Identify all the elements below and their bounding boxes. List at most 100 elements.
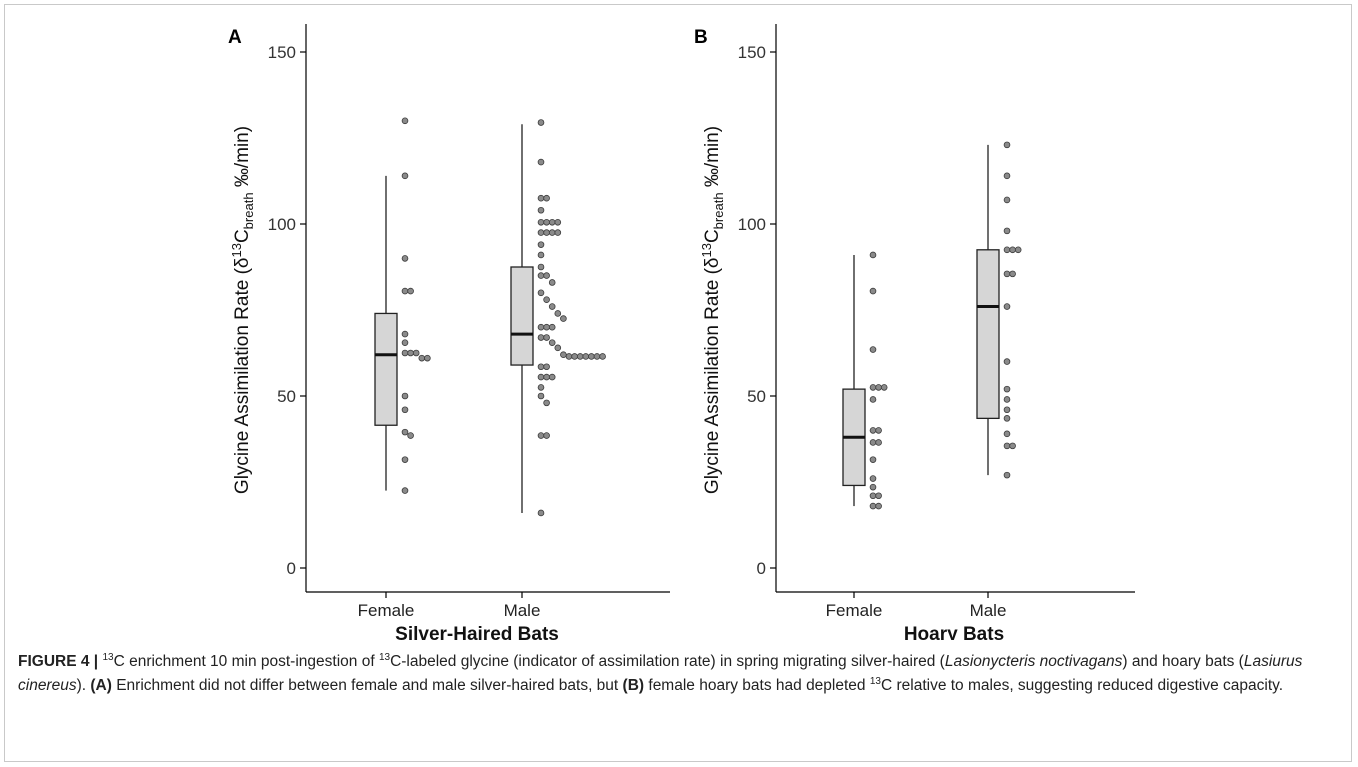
- data-point: [554, 229, 562, 236]
- data-point: [401, 287, 409, 295]
- data-point: [543, 373, 550, 381]
- data-point: [869, 251, 877, 259]
- data-point: [554, 310, 562, 317]
- data-point: [537, 509, 545, 517]
- y-axis-label-part: ‰/min): [702, 126, 723, 193]
- data-point: [537, 263, 545, 271]
- data-point: [869, 396, 877, 403]
- data-point: [1014, 246, 1022, 254]
- data-point: [875, 427, 882, 434]
- data-point: [537, 384, 545, 391]
- data-point: [875, 439, 882, 446]
- data-point: [543, 229, 550, 236]
- data-point: [401, 255, 409, 262]
- figure-frame: [4, 4, 1352, 762]
- y-axis-label-part: C: [232, 229, 253, 243]
- x-tick-label: Female: [826, 601, 883, 620]
- data-point: [869, 492, 877, 500]
- data-point: [548, 339, 556, 346]
- x-tick-label: Male: [504, 601, 541, 620]
- panel-a: 0 50 100 150 Female Male Silver-Haired Bats A Gl…: [228, 24, 670, 640]
- y-axis-label-part: C: [702, 229, 723, 243]
- data-point: [537, 373, 545, 381]
- data-point: [1009, 246, 1016, 254]
- data-point: [1003, 396, 1011, 403]
- data-point: [1003, 430, 1011, 438]
- data-point: [1003, 471, 1011, 479]
- caption-text-6: female hoary bats had depleted: [644, 677, 870, 694]
- y-tick-label: 50: [747, 387, 766, 406]
- caption-figure-label: FIGURE 4 |: [18, 653, 99, 670]
- caption-text-4: ).: [76, 677, 91, 694]
- data-point: [401, 172, 409, 180]
- data-point: [537, 334, 545, 341]
- panel-b: 0 50 100 150 Female Male Hoary Bats B Glycine As…: [694, 24, 1135, 640]
- data-point: [401, 456, 409, 463]
- x-tick-label: Female: [358, 601, 415, 620]
- data-point: [418, 354, 426, 362]
- data-point: [537, 323, 545, 331]
- data-point: [543, 218, 550, 226]
- data-point: [407, 349, 414, 357]
- data-point: [543, 363, 550, 371]
- data-point: [537, 206, 545, 214]
- data-point: [537, 194, 545, 202]
- data-point: [588, 353, 595, 360]
- data-point: [537, 218, 545, 226]
- y-tick-label: 100: [268, 215, 296, 234]
- caption-isotope-3: 13: [869, 676, 881, 687]
- data-point: [548, 279, 556, 286]
- data-point: [869, 502, 877, 510]
- y-axis-label-part: 13: [229, 243, 244, 257]
- caption-text-3: ) and hoary bats (: [1122, 653, 1244, 670]
- data-point: [880, 384, 888, 391]
- data-point: [407, 287, 414, 295]
- figure-plots: 0 50 100 150 Female Male Silver-Haired Bats A Gl…: [228, 24, 1135, 640]
- y-axis-label-part: Glycine Assimilation Rate (δ: [702, 258, 723, 495]
- data-point: [875, 384, 882, 391]
- data-point: [1003, 196, 1011, 204]
- data-point: [543, 323, 550, 331]
- y-tick-label: 150: [738, 43, 766, 62]
- y-tick-label: 0: [287, 559, 296, 578]
- data-point: [543, 399, 550, 407]
- box-iqr: [374, 312, 398, 426]
- data-point: [1003, 358, 1011, 365]
- y-axis-label: Glycine Assimilation Rate (δ13Cbreath ‰/…: [229, 126, 256, 494]
- data-point: [401, 392, 409, 400]
- data-point: [1003, 303, 1011, 310]
- data-point: [1003, 227, 1011, 235]
- data-point: [565, 353, 573, 360]
- y-axis-label-part: breath: [241, 192, 256, 229]
- data-point: [537, 158, 545, 166]
- caption-text-5: Enrichment did not differ between female…: [111, 677, 623, 694]
- data-point: [571, 353, 578, 360]
- data-point: [537, 272, 545, 279]
- data-point: [1003, 141, 1011, 149]
- data-point: [875, 502, 882, 510]
- caption-ref-b: (B): [622, 677, 645, 694]
- data-point: [869, 287, 877, 295]
- data-point: [407, 432, 414, 439]
- data-point: [543, 432, 550, 439]
- box-iqr: [976, 249, 1000, 420]
- data-point: [401, 487, 409, 494]
- data-point: [543, 296, 550, 303]
- caption-isotope-2: 13: [378, 652, 391, 663]
- y-axis-label-part: Glycine Assimilation Rate (δ: [232, 258, 253, 495]
- data-point: [1003, 442, 1011, 450]
- data-point: [548, 218, 556, 226]
- data-point: [543, 272, 550, 279]
- data-point: [554, 344, 562, 352]
- data-point: [1009, 442, 1016, 450]
- data-point: [412, 349, 420, 357]
- y-axis-label: Glycine Assimilation Rate (δ13Cbreath ‰/…: [699, 126, 726, 494]
- data-point: [548, 229, 556, 236]
- caption-text-1: C enrichment 10 min post-ingestion of: [113, 653, 379, 670]
- data-point: [1009, 270, 1016, 278]
- data-point: [869, 439, 877, 446]
- y-tick-label: 0: [757, 559, 766, 578]
- data-point: [548, 373, 556, 381]
- data-point: [424, 354, 431, 362]
- data-point: [1003, 246, 1011, 254]
